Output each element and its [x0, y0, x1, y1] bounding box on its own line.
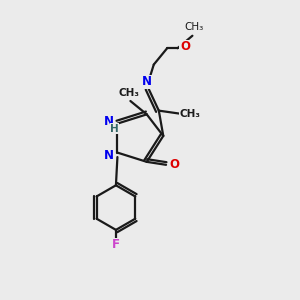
Text: O: O	[169, 158, 179, 171]
Text: H: H	[110, 124, 119, 134]
Text: CH₃: CH₃	[118, 88, 140, 98]
Text: F: F	[112, 238, 120, 251]
Text: O: O	[180, 40, 190, 53]
Text: CH₃: CH₃	[184, 22, 203, 32]
Text: N: N	[104, 115, 114, 128]
Text: CH₃: CH₃	[179, 109, 200, 118]
Text: N: N	[104, 149, 114, 162]
Text: N: N	[142, 75, 152, 88]
